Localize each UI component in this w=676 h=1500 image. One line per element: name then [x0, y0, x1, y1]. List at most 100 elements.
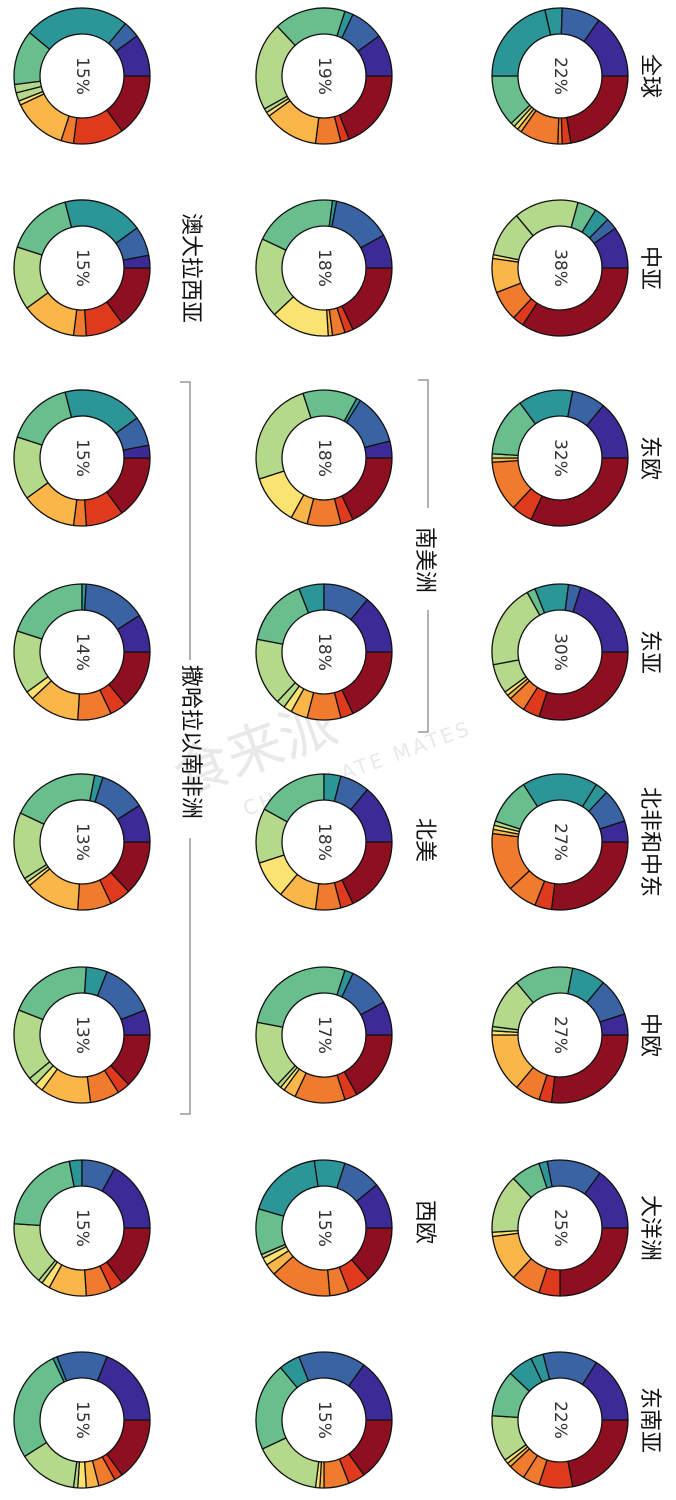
region-label-western-europe: 西欧 [412, 1200, 437, 1244]
donut-segment [581, 1361, 629, 1421]
donut-center-label: 25% [550, 1209, 570, 1247]
donut-segment [599, 820, 629, 843]
bracket-south-america [418, 379, 429, 733]
donut-segment [522, 267, 629, 337]
donut-segment [116, 614, 151, 653]
donut-1: 22% [491, 7, 629, 145]
donut-11: 18% [255, 389, 393, 527]
donut-center-label: 13% [72, 1016, 92, 1054]
region-label-eastern-europe: 东欧 [637, 436, 662, 480]
donut-segment [96, 1356, 151, 1421]
donut-center-label: 15% [72, 1209, 92, 1247]
donut-segment [261, 199, 334, 251]
donut-center-label: 22% [550, 57, 570, 95]
donut-segment [341, 457, 393, 521]
donut-segment [360, 1001, 393, 1036]
donut-segment [255, 392, 312, 480]
donut-segment [18, 966, 87, 1021]
region-label-south-america: 南美洲 [412, 527, 437, 593]
region-label-central-asia: 中亚 [637, 246, 662, 290]
donut-segment [350, 788, 393, 843]
donut-6: 27% [491, 966, 629, 1104]
donut-10: 18% [255, 199, 393, 337]
donut-center-label: 14% [72, 633, 92, 671]
region-label-east-asia: 东亚 [637, 630, 662, 674]
donut-segment [122, 254, 151, 269]
donut-segment [13, 1160, 75, 1227]
donut-21: 13% [13, 773, 151, 911]
donut-center-label: 27% [550, 823, 570, 861]
donut-segment [350, 598, 393, 653]
donut-center-label: 18% [314, 439, 334, 477]
donut-center-label: 18% [314, 249, 334, 287]
donut-segment [16, 391, 73, 446]
donut-center-label: 18% [314, 633, 334, 671]
donut-segment [120, 1009, 151, 1036]
region-label-north-america: 北美 [412, 818, 437, 862]
donut-22: 13% [13, 966, 151, 1104]
donut-15: 15% [255, 1159, 393, 1297]
donut-segment [256, 588, 310, 645]
donut-segment [341, 651, 393, 715]
region-label-north-africa-middle-east: 北非和中东 [637, 787, 662, 897]
donut-20: 14% [13, 583, 151, 721]
region-label-southeast-asia: 东南亚 [637, 1387, 662, 1453]
donut-segment [599, 1013, 629, 1036]
region-label-australasia: 澳大拉西亚 [178, 213, 203, 323]
donut-segment [101, 1167, 151, 1229]
donut-segment [360, 234, 393, 269]
donut-center-label: 17% [314, 1016, 334, 1054]
donut-5: 27% [491, 773, 629, 911]
donut-17: 15% [13, 7, 151, 145]
donuts-layer: 22% 38% 32% 30% 27% 27% 25% 22% 19% 18% 18% 18% 18% 1… [13, 7, 629, 1489]
donut-center-label: 38% [550, 249, 570, 287]
region-label-central-europe: 中欧 [637, 1013, 662, 1057]
bracket-sub-saharan-africa [180, 381, 191, 1115]
donut-segment [567, 1419, 629, 1488]
donut-18: 15% [13, 199, 151, 337]
donut-segment [116, 804, 151, 843]
donut-segment [258, 1160, 319, 1217]
donut-3: 32% [491, 389, 629, 527]
donut-center-label: 27% [550, 1016, 570, 1054]
donut-4: 30% [491, 583, 629, 721]
donut-segment [583, 19, 629, 77]
donut-segment [586, 404, 629, 459]
donut-segment [593, 227, 629, 269]
donut-segment [357, 35, 393, 77]
donut-segment [263, 773, 325, 823]
donut-center-label: 18% [314, 823, 334, 861]
region-label-oceania: 大洋洲 [637, 1195, 662, 1261]
donut-8: 22% [491, 1351, 629, 1489]
donut-center-label: 15% [72, 439, 92, 477]
donut-segment [530, 457, 629, 527]
donut-segment [491, 9, 552, 77]
donut-9: 19% [255, 7, 393, 145]
donut-segment [19, 773, 96, 825]
donut-16: 15% [255, 1351, 393, 1489]
donut-center-label: 13% [72, 823, 92, 861]
region-labels: 全球 中亚 东欧 东亚 北非和中东 中欧 大洋洲 东南亚 南美洲 北美 西欧 澳… [178, 54, 662, 1453]
donut-center-label: 15% [72, 1401, 92, 1439]
donut-2: 38% [491, 199, 629, 337]
donut-center-label: 19% [314, 57, 334, 95]
donut-segment [355, 1184, 393, 1229]
donut-segment [16, 201, 73, 256]
donut-center-label: 15% [72, 57, 92, 95]
donut-12: 18% [255, 583, 393, 721]
donut-segment [341, 841, 393, 905]
donut-segment [364, 440, 393, 459]
donut-segment [584, 1172, 629, 1229]
donut-center-label: 32% [550, 439, 570, 477]
donut-center-label: 15% [314, 1209, 334, 1247]
donut-segment [13, 1357, 65, 1458]
donut-center-label: 15% [314, 1401, 334, 1439]
donut-13: 18% [255, 773, 393, 911]
donut-center-label: 15% [72, 249, 92, 287]
donut-segment [122, 444, 151, 459]
donut-center-label: 30% [550, 633, 570, 671]
donut-14: 17% [255, 966, 393, 1104]
donut-7: 25% [491, 1159, 629, 1297]
donut-segment [115, 35, 151, 77]
